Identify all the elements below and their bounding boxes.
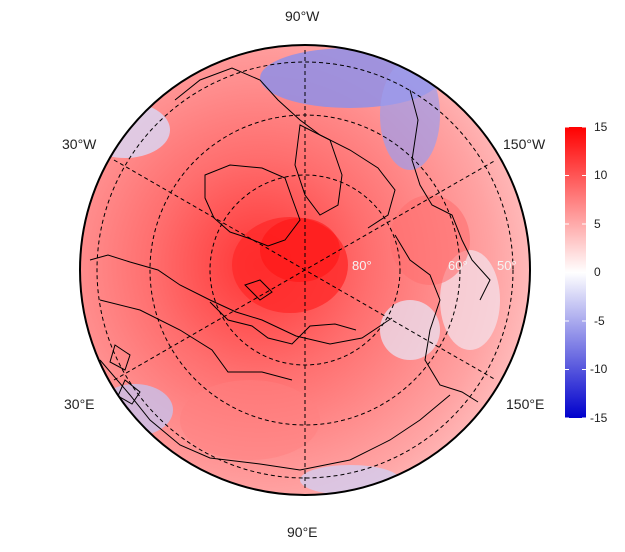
colorbar-tick-neg5: -5: [594, 314, 605, 328]
colorbar-tick-0: 0: [594, 265, 601, 279]
lon-label-30e: 30°E: [64, 396, 95, 412]
colorbar-tick-neg10: -10: [590, 362, 608, 376]
lon-label-90w: 90°W: [285, 8, 320, 24]
lon-label-150w: 150°W: [503, 136, 546, 152]
colorbar-tick-15: 15: [594, 120, 608, 134]
colorbar-tick-10: 10: [594, 168, 608, 182]
graticule: [96, 50, 514, 490]
anomaly-field: [80, 45, 530, 495]
colorbar-tick-neg15: -15: [590, 411, 608, 425]
colorbar: [565, 127, 586, 418]
lon-label-150e: 150°E: [506, 396, 545, 412]
colorbar-ticks: [565, 126, 586, 419]
lon-label-30w: 30°W: [62, 136, 97, 152]
lon-label-90e: 90°E: [287, 524, 318, 540]
lat-label-80: 80°: [352, 258, 372, 273]
lat-label-50: 50°: [497, 258, 517, 273]
colorbar-tick-5: 5: [594, 217, 601, 231]
map-border: [79, 44, 531, 496]
lat-label-60: 60°: [448, 258, 468, 273]
